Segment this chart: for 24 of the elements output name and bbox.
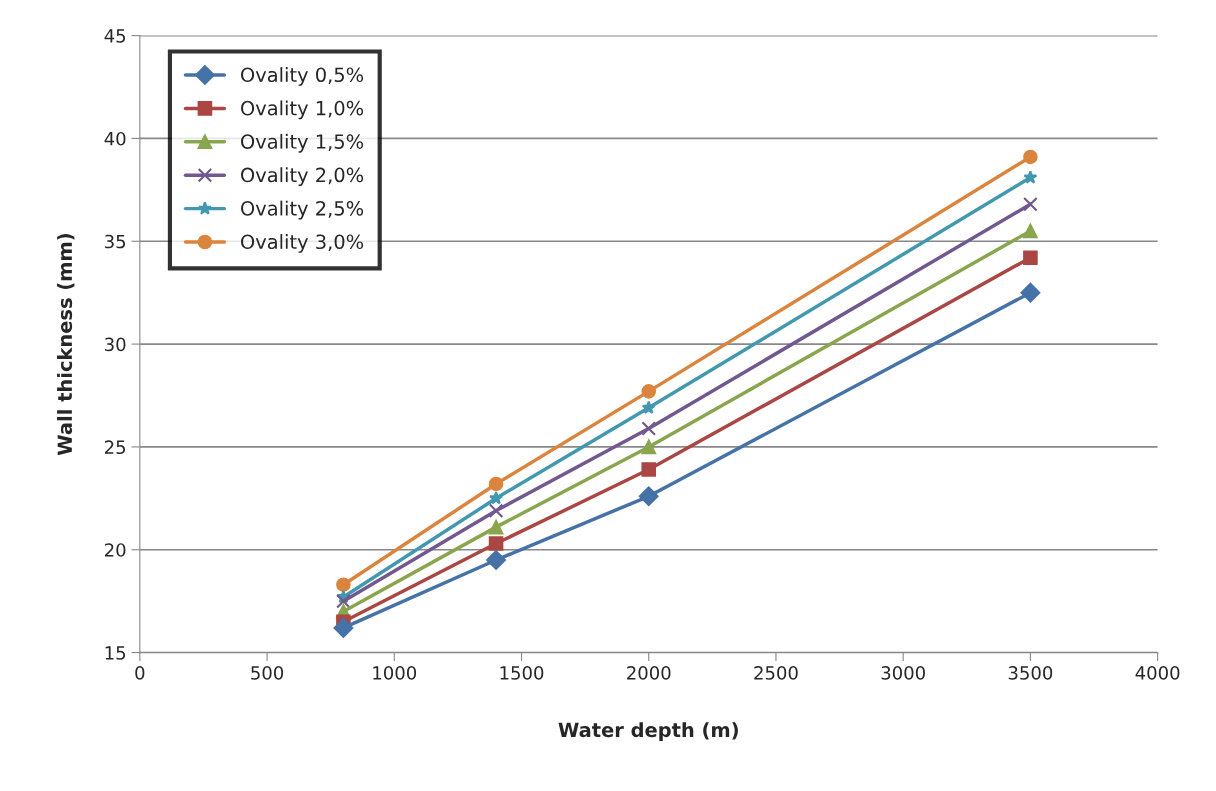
- y-tick-label: 30: [105, 337, 126, 352]
- x-tick-label: 3000: [881, 666, 925, 680]
- legend-label: Ovality 2,5%: [241, 200, 364, 220]
- y-tick-label: 25: [104, 440, 126, 455]
- x-axis-title: Water depth (m): [558, 722, 738, 741]
- x-tick-label: 1000: [373, 666, 417, 680]
- legend-label: Ovality 3,0%: [241, 234, 364, 253]
- y-axis-title: Wall thickness (mm): [57, 234, 75, 456]
- legend-label: Ovality 0,5%: [241, 67, 364, 86]
- y-tick-label: 45: [104, 29, 126, 43]
- x-tick-label: 0: [135, 666, 145, 680]
- legend-label: Ovality 1,5%: [241, 133, 364, 153]
- legend-label: Ovality 2,0%: [241, 167, 364, 187]
- x-tick-label: 2000: [627, 666, 671, 680]
- y-tick-label: 35: [105, 234, 126, 249]
- x-tick-label: 500: [251, 666, 284, 680]
- x-tick-label: 2500: [754, 666, 798, 680]
- x-tick-label: 3500: [1008, 666, 1053, 680]
- x-tick-label: 4000: [1135, 666, 1180, 680]
- y-tick-label: 15: [105, 646, 126, 660]
- y-tick-label: 20: [104, 543, 126, 557]
- x-tick-label: 1500: [500, 666, 544, 680]
- y-tick-label: 40: [104, 131, 126, 146]
- legend-label: Ovality 1,0%: [241, 100, 364, 120]
